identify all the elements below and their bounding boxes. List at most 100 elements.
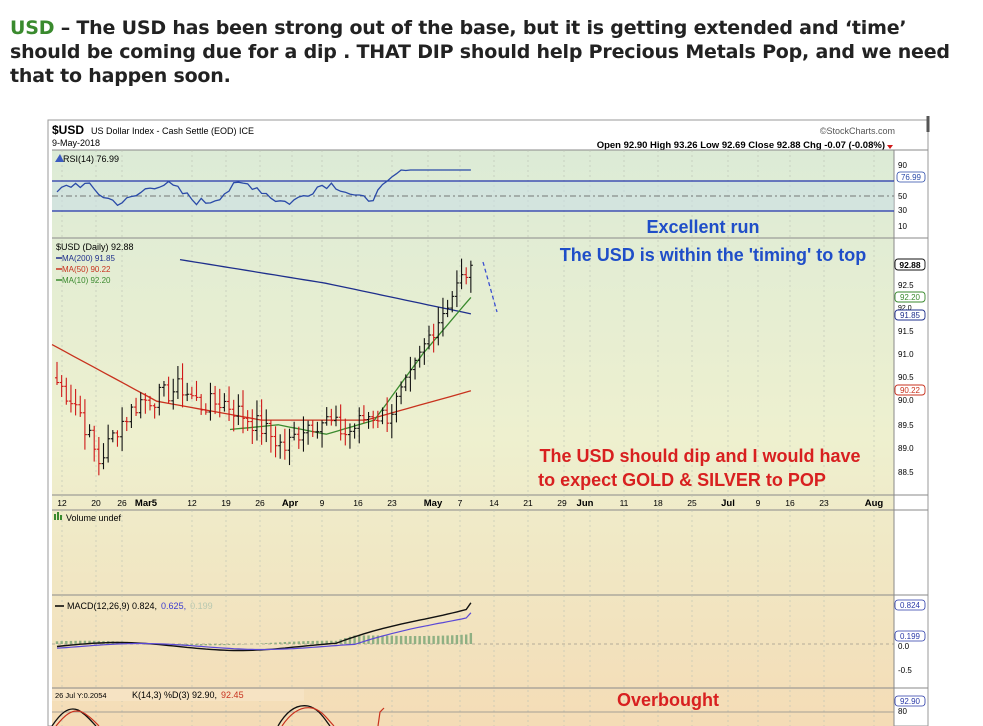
volume-label: Volume undef (66, 513, 122, 523)
price-bar (138, 392, 143, 419)
price-bar (189, 386, 194, 400)
price-bar (306, 420, 311, 445)
price-bar (329, 408, 334, 426)
badge-ma10: 92.20 (900, 293, 921, 302)
price-legend: $USD (Daily) 92.88 MA(200) 91.85 MA(50) … (56, 242, 134, 285)
svg-text:K(14,3) %D(3) 92.90,92.45: K(14,3) %D(3) 92.90, 92.45 (132, 690, 244, 700)
price-bar (296, 426, 301, 449)
rsi-tick-30: 30 (898, 206, 907, 215)
price-bar (175, 366, 180, 399)
price-bar (268, 420, 273, 453)
x-tick-label: 23 (819, 498, 829, 508)
price-bar (431, 323, 436, 353)
price-bar (115, 430, 120, 447)
x-tick-label: 12 (187, 498, 197, 508)
macd-badge: 0.824 (900, 601, 921, 610)
x-tick-label: 26 (255, 498, 265, 508)
price-bar (254, 400, 259, 441)
volume-icon (54, 512, 62, 520)
x-tick-label: 16 (353, 498, 363, 508)
price-bar (385, 397, 390, 433)
price-bar (166, 376, 171, 404)
price-bar (87, 424, 92, 438)
annotation-timing-top: The USD is within the 'timing' to top (560, 245, 867, 265)
x-tick-label: Jul (721, 498, 735, 509)
chart-name: US Dollar Index - Cash Settle (EOD) ICE (91, 126, 254, 136)
price-axis: 92.5 91.5 91.0 90.5 89.5 89.0 88.5 (898, 281, 914, 477)
price-tick-90-5: 90.5 (898, 373, 914, 382)
price-bar (264, 409, 269, 443)
price-bar (371, 410, 376, 429)
price-bar (417, 345, 422, 368)
stoch-prefix: 26 Jul Y:0.2054 (55, 691, 107, 700)
badge-price: 92.88 (899, 260, 921, 270)
x-tick-label: Mar5 (135, 498, 158, 509)
x-tick-label: 14 (489, 498, 499, 508)
price-bar (334, 405, 338, 427)
price-bar (208, 382, 213, 421)
price-bar (120, 407, 125, 452)
x-tick-label: 7 (458, 498, 463, 508)
price-bar (180, 363, 185, 408)
price-bar (310, 420, 315, 438)
price-bar (92, 425, 97, 462)
price-bar (394, 392, 399, 423)
price-bar (245, 410, 250, 431)
price-bar (236, 394, 241, 426)
price-bar (217, 388, 222, 418)
stoch-label: K(14,3) %D(3) 92.90, (132, 690, 217, 700)
x-tick-label: May (424, 498, 443, 509)
price-bar (64, 377, 69, 405)
annotation-overbought: Overbought (617, 690, 719, 710)
rsi-tick-50: 50 (898, 192, 907, 201)
price-bar (148, 395, 152, 411)
price-bar (55, 361, 59, 385)
price-bar (301, 416, 306, 452)
price-tick-89-5: 89.5 (898, 421, 914, 430)
price-bar (427, 325, 431, 350)
chg-down-icon (887, 145, 893, 149)
price-bar (110, 430, 115, 443)
price-bar (413, 357, 418, 380)
stoch-badge: 92.90 (900, 697, 921, 706)
x-tick-label: 23 (387, 498, 397, 508)
legend-ma200: MA(200) 91.85 (62, 254, 115, 263)
price-bar (292, 421, 297, 441)
macd-hist-label: 0.199 (190, 601, 213, 611)
price-bar (422, 338, 427, 365)
price-bar (161, 381, 166, 397)
price-bar (259, 399, 264, 445)
intro-paragraph: USD – The USD has been strong out of the… (10, 16, 970, 88)
annotation-gold-silver: to expect GOLD & SILVER to POP (538, 470, 826, 490)
price-bar (82, 399, 87, 450)
price-bar (436, 306, 441, 346)
price-badges: 92.88 92.20 92.0 91.85 90.22 90.0 (894, 258, 926, 405)
price-bar (352, 423, 357, 439)
price-bar (194, 380, 199, 401)
x-tick-label: 25 (687, 498, 697, 508)
price-bar (222, 393, 227, 412)
stoch-tick-80: 80 (898, 707, 907, 716)
x-tick-label: Jun (577, 498, 594, 509)
rsi-badge (896, 171, 926, 183)
price-bar (468, 260, 473, 293)
price-tick-88-5: 88.5 (898, 468, 914, 477)
price-bar (106, 424, 111, 463)
price-bar (96, 436, 101, 476)
price-bar (278, 434, 283, 459)
x-tick-label: Aug (865, 498, 884, 509)
price-bar (315, 421, 320, 439)
price-bar (347, 423, 352, 449)
price-bar (287, 428, 292, 466)
price-bar (185, 382, 190, 402)
stoch-d-line (55, 707, 385, 726)
x-axis: 12 20 26 Mar5 12 19 26 Apr 9 16 23 May 7 14 21 29 Jun 11 1… (57, 498, 883, 509)
price-bar (213, 385, 218, 415)
chart-ohlc: Open 92.90 High 93.26 Low 92.69 Close 92… (597, 140, 885, 151)
x-tick-label: 20 (91, 498, 101, 508)
x-tick-label: 9 (756, 498, 761, 508)
price-bars (55, 258, 473, 476)
badge-ma200: 91.85 (900, 311, 921, 320)
rsi-label: RSI(14) 76.99 (63, 154, 119, 164)
rsi-icon (55, 154, 64, 162)
